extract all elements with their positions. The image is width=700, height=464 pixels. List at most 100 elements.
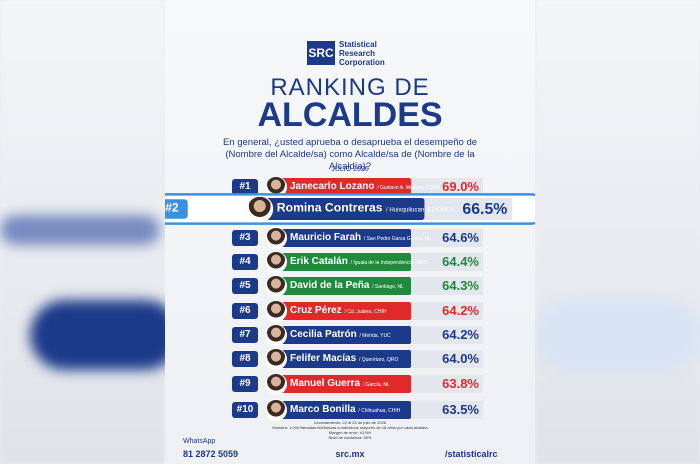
value-background (411, 253, 483, 271)
approval-value: 64.2% (442, 327, 479, 342)
ranking-row: #4 Erik Catalán / Iguala de la Independen… (165, 251, 535, 273)
logo-mark: SRC (307, 41, 335, 65)
mayor-name: Cecilia Patrón / Mérida, YUC (290, 329, 391, 340)
name-bar (265, 229, 411, 247)
approval-value: 63.8% (442, 376, 479, 391)
value-background (411, 302, 483, 320)
blurred-shape (30, 300, 180, 370)
mayor-name: Erik Catalán / Iguala de la Independenci… (290, 256, 428, 267)
name-bar (265, 253, 411, 271)
name-bar (265, 350, 411, 368)
rank-badge: #9 (232, 376, 258, 392)
approval-value: 66.5% (462, 199, 508, 218)
approval-value: 69.0% (442, 179, 479, 194)
whatsapp-label: WhatsApp (183, 438, 216, 445)
mayor-name: Marco Bonilla / Chihuahua, CHIH (290, 404, 401, 415)
infographic: SRC Statistical Research Corporation RAN… (165, 0, 535, 464)
title-top: RANKING DE (270, 74, 430, 101)
ranking-row: #3 Mauricio Farah / San Pedro Garza Garcí… (165, 227, 535, 249)
location: / San Pedro Garza García, NL (363, 236, 431, 242)
value-background (424, 198, 513, 220)
value-background (411, 350, 483, 368)
mayor-name: Cruz Pérez / Cd. Juárez, CHIH (290, 305, 387, 316)
website: src.mx (335, 449, 365, 459)
rank-badge: #7 (232, 327, 258, 343)
location: / Huixquilucan, EDOMEX (385, 206, 455, 214)
value-background (411, 178, 483, 196)
name-bar (246, 198, 425, 220)
rank-badge: #5 (232, 278, 258, 294)
blurred-background (0, 0, 180, 464)
methodology: Levantamiento: 22 al 24 de julio de 2026… (260, 420, 440, 440)
ranking-row: #7 Cecilia Patrón / Mérida, YUC 64.2% (165, 324, 535, 346)
value-background (411, 375, 483, 393)
logo-text: Statistical Research Corporation (339, 40, 385, 67)
ranking-row: #9 Manuel Guerra / García, NL 63.8% (165, 373, 535, 395)
title-main: ALCALDES (257, 96, 443, 134)
value-background (411, 229, 483, 247)
avatar (246, 195, 274, 223)
avatar (265, 324, 287, 346)
approval-value: 64.3% (442, 278, 479, 293)
approval-value: 64.0% (442, 351, 479, 366)
ranking-row: #2 Romina Contreras / Huixquilucan, EDOME… (165, 193, 535, 225)
location: / Santiago, NL (372, 284, 404, 290)
avatar (265, 348, 287, 370)
rank-badge: #10 (232, 402, 258, 418)
ranking-row: #8 Felifer Macías / Querétaro, QRO 64.0% (165, 348, 535, 370)
location: / Querétaro, QRO (358, 357, 399, 363)
period: JULIO 2026 (331, 166, 369, 173)
mayor-name: David de la Peña / Santiago, NL (290, 280, 404, 291)
ranking-row: #10 Marco Bonilla / Chihuahua, CHIH 63.5% (165, 399, 535, 421)
location: / Gustavo A. Madero, CDMX (377, 185, 441, 191)
rank-badge: #1 (232, 179, 258, 195)
location: / Chihuahua, CHIH (358, 408, 401, 414)
methodology-line: Levantamiento: 22 al 24 de julio de 2026 (313, 420, 387, 425)
methodology-line: Nivel de confianza: 95% (328, 435, 372, 440)
rank-badge: #2 (165, 199, 188, 219)
methodology-line: Muestra: 1,000 llamadas telefónicas a in… (272, 425, 428, 430)
location: / García, NL (362, 382, 390, 388)
rank-badge: #4 (232, 254, 258, 270)
rank-badge: #6 (232, 303, 258, 319)
approval-value: 64.4% (442, 254, 479, 269)
approval-value: 63.5% (442, 402, 479, 417)
value-background (411, 277, 483, 295)
avatar (265, 300, 287, 322)
value-background (411, 401, 483, 419)
mayor-name: Manuel Guerra / García, NL (290, 378, 390, 389)
methodology-line: Margen de error: ±3.5% (328, 430, 372, 435)
location: / Iguala de la Independencia, GRO (350, 260, 428, 266)
mayor-name: Felifer Macías / Querétaro, QRO (290, 353, 399, 364)
ranking-row: #6 Cruz Pérez / Cd. Juárez, CHIH 64.2% (165, 300, 535, 322)
phone: 81 2872 5059 (183, 449, 239, 459)
mayor-name: Romina Contreras / Huixquilucan, EDOMEX (276, 201, 455, 216)
mayor-name: Janecarlo Lozano / Gustavo A. Madero, CD… (290, 181, 441, 192)
approval-value: 64.2% (442, 303, 479, 318)
avatar (265, 251, 287, 273)
avatar (265, 275, 287, 297)
mayor-name: Mauricio Farah / San Pedro Garza García,… (290, 232, 431, 243)
name-bar (265, 326, 411, 344)
location: / Mérida, YUC (359, 333, 391, 339)
name-bar (265, 401, 411, 419)
blurred-background (535, 0, 700, 464)
ranking-row: #5 David de la Peña / Santiago, NL 64.3% (165, 275, 535, 297)
name-bar (265, 277, 411, 295)
value-background (411, 326, 483, 344)
rank-badge: #3 (232, 230, 258, 246)
question: En general, ¿usted aprueba o desaprueba … (222, 137, 478, 172)
location: / Cd. Juárez, CHIH (344, 309, 387, 315)
blurred-shape (0, 215, 160, 245)
blurred-shape (535, 300, 700, 370)
social-handle: /statisticalrc (445, 449, 498, 459)
name-bar (265, 178, 411, 196)
approval-value: 64.6% (442, 230, 479, 245)
name-bar (265, 302, 411, 320)
avatar (265, 373, 287, 395)
name-bar (265, 375, 411, 393)
avatar (265, 227, 287, 249)
avatar (265, 399, 287, 421)
rank-badge: #8 (232, 351, 258, 367)
